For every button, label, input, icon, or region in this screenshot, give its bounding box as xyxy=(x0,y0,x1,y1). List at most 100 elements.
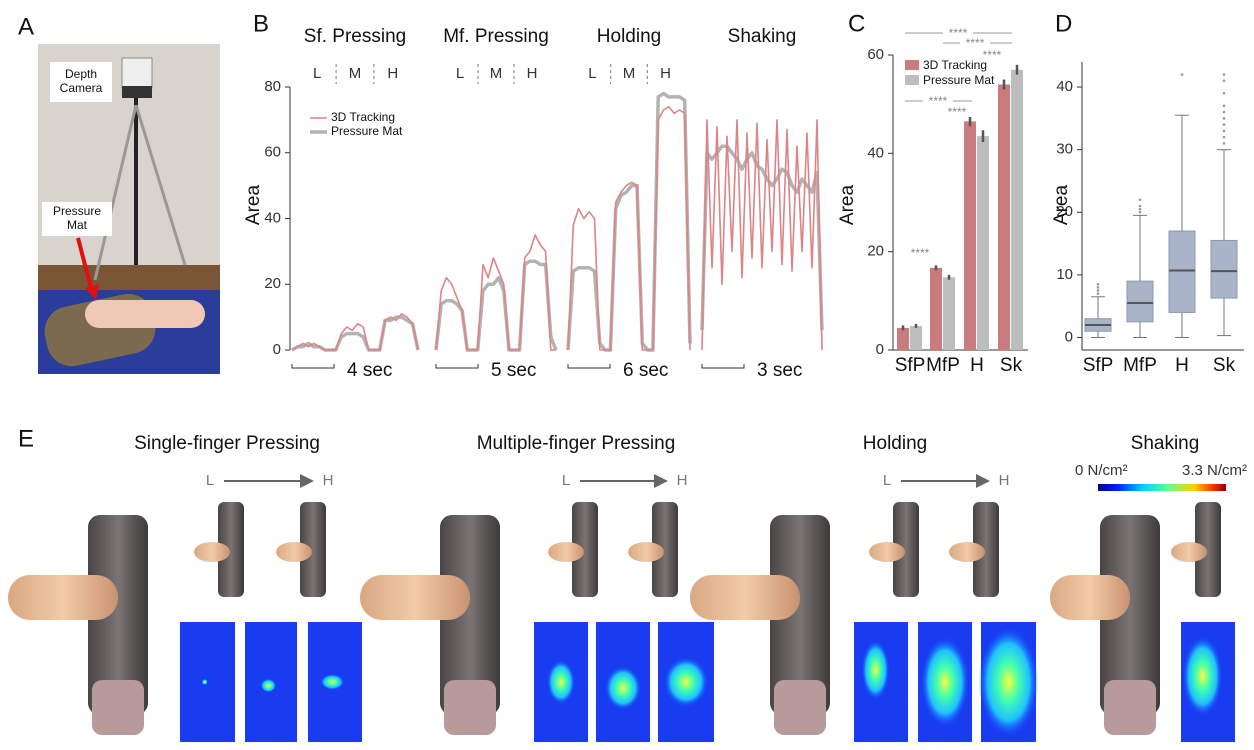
legend-swatch xyxy=(905,75,919,85)
outlier xyxy=(1138,198,1142,202)
y-axis-label: Area xyxy=(243,185,264,226)
wrist-model xyxy=(774,680,826,735)
line-series xyxy=(291,315,420,352)
outlier xyxy=(1222,117,1226,120)
subplot-title: Mf. Pressing xyxy=(443,26,549,47)
photo-desk xyxy=(38,265,220,290)
subplot-title: Sf. Pressing xyxy=(304,26,406,47)
panel-label: E xyxy=(18,425,34,452)
annotation-bg xyxy=(923,96,953,106)
outlier xyxy=(1222,73,1226,76)
x-tick-label: Sk xyxy=(1000,355,1023,376)
heat-spot xyxy=(978,627,1039,737)
hand-small xyxy=(869,542,905,562)
arrow xyxy=(76,237,94,293)
outlier xyxy=(1180,73,1184,76)
colorbar xyxy=(1098,484,1226,491)
legend-swatch xyxy=(905,60,919,70)
level-label: L xyxy=(883,472,891,489)
annotation-bg xyxy=(942,107,972,117)
hand-model xyxy=(690,575,800,620)
bar xyxy=(1011,69,1023,350)
hand xyxy=(85,300,205,328)
arrow-head xyxy=(654,474,668,488)
level-label: L xyxy=(588,65,596,82)
arm-model xyxy=(88,515,148,715)
level-label: L xyxy=(313,65,321,82)
photo-label: Depth Camera xyxy=(60,67,103,95)
outlier xyxy=(1138,204,1142,208)
bar xyxy=(943,277,955,350)
x-tick-label: Sk xyxy=(1213,355,1236,376)
section-title: Multiple-finger Pressing xyxy=(477,433,676,454)
bar xyxy=(930,267,942,350)
x-tick-label: SfP xyxy=(895,355,926,376)
legend-label: Pressure Mat xyxy=(331,124,403,138)
bar xyxy=(897,327,909,350)
y-tick-label: 0 xyxy=(876,341,884,358)
bar xyxy=(998,84,1010,350)
box xyxy=(1126,280,1154,323)
arrow-head xyxy=(85,284,99,300)
annotation: **** xyxy=(911,246,930,260)
arrow-head xyxy=(976,474,990,488)
outlier xyxy=(1222,110,1226,114)
x-tick-label: SfP xyxy=(1083,355,1114,376)
tripod-leg xyxy=(134,104,187,266)
level-label: L xyxy=(456,65,464,82)
outlier xyxy=(1138,207,1142,211)
hand-small xyxy=(276,542,312,562)
wrist-model xyxy=(444,680,496,735)
scale-bar xyxy=(435,364,479,369)
y-tick-label: 40 xyxy=(264,209,281,226)
level-label: H xyxy=(323,472,334,489)
line-series xyxy=(700,144,824,331)
hand-small xyxy=(548,542,584,562)
y-tick-label: 20 xyxy=(264,275,281,292)
panel-label: B xyxy=(253,10,269,37)
outlier xyxy=(1096,286,1100,289)
arm-small xyxy=(300,502,326,597)
y-axis-label: Area xyxy=(837,185,858,226)
scale-label: 5 sec xyxy=(491,360,536,381)
annotation: **** xyxy=(966,36,985,50)
colorbar-label: 3.3 N/cm² xyxy=(1182,462,1247,479)
scale-bar xyxy=(701,364,745,369)
y-tick-label: 80 xyxy=(264,78,281,95)
outlier xyxy=(1222,79,1226,83)
legend-label: 3D Tracking xyxy=(331,110,395,124)
line-series xyxy=(567,105,691,351)
level-label: H xyxy=(660,65,671,82)
line-series xyxy=(434,259,558,352)
y-tick-label: 30 xyxy=(1056,141,1073,158)
arm-small xyxy=(893,502,919,597)
arm-model xyxy=(770,515,830,715)
scale-label: 6 sec xyxy=(623,360,668,381)
tripod-leg xyxy=(93,104,138,281)
section-title: Holding xyxy=(863,433,927,454)
annotation: **** xyxy=(929,94,948,108)
outlier xyxy=(1222,123,1226,126)
heat-spot xyxy=(921,637,969,727)
annotation-bg xyxy=(960,38,990,48)
panel-label: A xyxy=(18,13,34,40)
y-tick-label: 60 xyxy=(867,46,884,63)
photo-label: Pressure Mat xyxy=(53,204,101,232)
heat-spot xyxy=(664,657,708,707)
annotation-bg xyxy=(943,28,973,38)
heat-spot xyxy=(201,679,208,685)
legend-label: Pressure Mat xyxy=(923,73,995,87)
arm-small xyxy=(1195,502,1221,597)
level-label: M xyxy=(490,65,503,82)
line-series xyxy=(291,313,419,351)
arm-small xyxy=(572,502,598,597)
bar xyxy=(977,136,989,350)
heat-spot xyxy=(861,640,890,700)
line-series xyxy=(701,119,823,351)
wrist-model xyxy=(92,680,144,735)
y-tick-label: 10 xyxy=(1056,266,1073,283)
heat-spot xyxy=(320,674,345,690)
scale-bar xyxy=(291,364,335,369)
section-title: Shaking xyxy=(1131,433,1200,454)
